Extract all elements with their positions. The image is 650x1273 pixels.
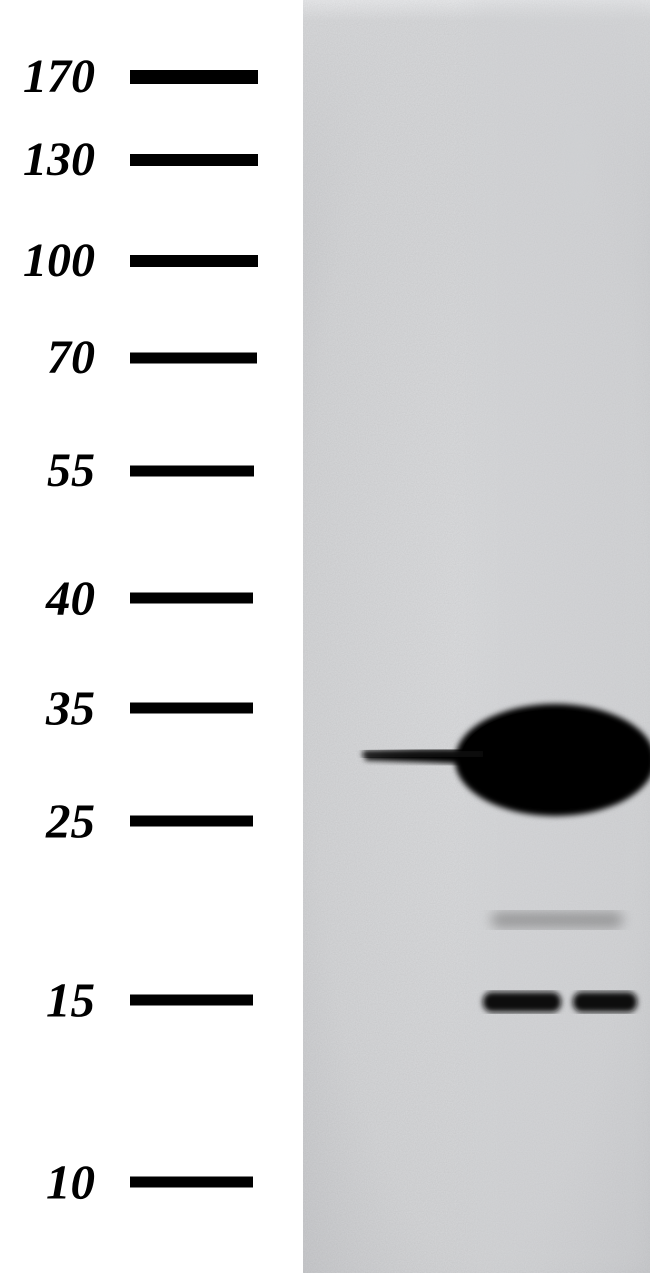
band-faint xyxy=(491,912,623,928)
blot-svg xyxy=(303,0,650,1273)
mw-tick-130 xyxy=(130,154,258,166)
mw-tick-70 xyxy=(130,353,257,364)
mw-tick-15 xyxy=(130,995,253,1006)
mw-tick-10 xyxy=(130,1177,253,1188)
mw-label-130: 130 xyxy=(23,136,95,184)
mw-label-100: 100 xyxy=(23,237,95,285)
blot-membrane xyxy=(303,0,650,1273)
mw-tick-55 xyxy=(130,466,254,477)
mw-tick-170 xyxy=(130,70,258,84)
mw-tick-25 xyxy=(130,816,253,827)
western-blot-figure: 170 130 100 70 55 40 35 25 15 10 xyxy=(0,0,650,1273)
mw-tick-35 xyxy=(130,703,253,714)
mw-label-15: 15 xyxy=(46,976,95,1025)
mw-label-10: 10 xyxy=(46,1158,95,1207)
mw-label-40: 40 xyxy=(46,574,95,623)
mw-label-170: 170 xyxy=(23,53,95,101)
mw-tick-100 xyxy=(130,255,258,267)
mw-label-55: 55 xyxy=(47,447,95,495)
mw-label-25: 25 xyxy=(46,797,95,846)
mw-label-70: 70 xyxy=(47,334,95,382)
mw-tick-40 xyxy=(130,593,253,604)
mw-label-35: 35 xyxy=(46,684,95,733)
